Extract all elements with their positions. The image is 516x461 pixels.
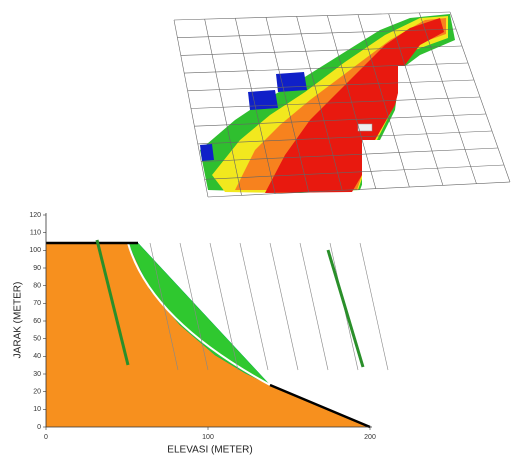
figure: ELEVASI (METER) JARAK (METER) 0 10 20 30 40 5… xyxy=(0,0,516,461)
y-tick-label: 20 xyxy=(33,389,41,396)
blank-cell xyxy=(362,140,402,188)
slice-line xyxy=(360,243,388,370)
y-tick-label: 90 xyxy=(33,265,41,272)
slice-line xyxy=(300,243,328,370)
slice-line xyxy=(270,243,298,370)
blue-cell xyxy=(276,72,307,92)
green-line xyxy=(328,250,363,367)
x-tick-label: 100 xyxy=(202,434,214,441)
x-axis-label: ELEVASI (METER) xyxy=(167,445,252,456)
cross-section: ELEVASI (METER) JARAK (METER) xyxy=(13,213,388,456)
y-tick-label: 40 xyxy=(33,353,41,360)
y-tick-label: 70 xyxy=(33,300,41,307)
y-tick-label: 110 xyxy=(30,230,41,237)
y-axis-label: JARAK (METER) xyxy=(13,282,24,359)
x-tick-label: 0 xyxy=(44,434,48,441)
y-tick-label: 100 xyxy=(29,247,41,254)
y-tick-label: 30 xyxy=(33,371,41,378)
y-tick-label: 60 xyxy=(33,318,41,325)
y-tick-label: 0 xyxy=(37,424,41,431)
small-label-box xyxy=(358,124,372,131)
y-tick-label: 120 xyxy=(29,212,41,219)
slice-line xyxy=(240,243,268,370)
y-tick-label: 50 xyxy=(33,336,41,343)
contour-map xyxy=(174,12,510,197)
x-tick-label: 200 xyxy=(364,434,376,441)
blue-cell xyxy=(200,144,214,161)
y-tick-label: 80 xyxy=(33,283,41,290)
blank-cell xyxy=(398,66,438,102)
y-tick-label: 10 xyxy=(33,406,41,413)
